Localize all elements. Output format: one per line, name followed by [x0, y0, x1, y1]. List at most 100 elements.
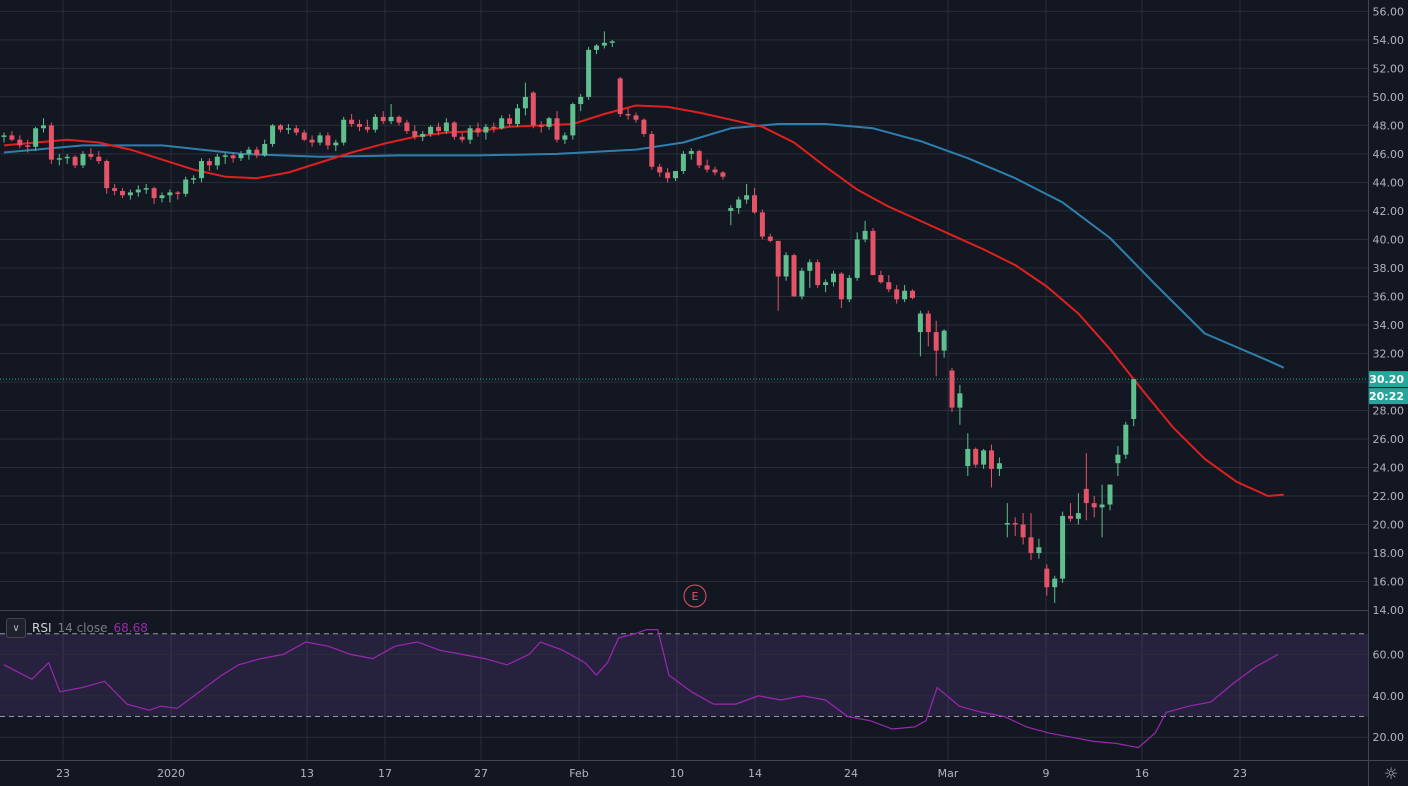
candle[interactable]	[222, 152, 228, 164]
candle[interactable]	[957, 384, 963, 425]
candle[interactable]	[325, 132, 331, 150]
candle[interactable]	[799, 267, 805, 300]
candle[interactable]	[41, 118, 46, 133]
candle[interactable]	[996, 457, 1002, 477]
candle[interactable]	[199, 158, 204, 183]
candle[interactable]	[112, 183, 118, 196]
candle[interactable]	[80, 151, 86, 169]
candle[interactable]	[167, 189, 173, 203]
candle[interactable]	[388, 104, 394, 124]
candle[interactable]	[933, 320, 939, 377]
candle[interactable]	[838, 272, 844, 308]
candle[interactable]	[633, 112, 639, 123]
candle[interactable]	[357, 119, 362, 132]
candle[interactable]	[1060, 511, 1066, 583]
candle[interactable]	[270, 123, 276, 147]
candle[interactable]	[191, 175, 197, 184]
candle[interactable]	[1099, 484, 1105, 538]
candle[interactable]	[886, 275, 892, 293]
candle[interactable]	[483, 123, 489, 140]
candle[interactable]	[609, 39, 615, 48]
candle[interactable]	[404, 119, 410, 134]
candle[interactable]	[507, 114, 513, 127]
candle[interactable]	[910, 289, 915, 300]
candle[interactable]	[562, 132, 568, 144]
candle[interactable]	[499, 115, 505, 130]
chart-settings-gear-icon[interactable]: ☼	[1383, 763, 1399, 783]
candle[interactable]	[254, 146, 260, 159]
candle[interactable]	[815, 259, 821, 288]
candle[interactable]	[570, 102, 576, 140]
candle[interactable]	[665, 168, 671, 183]
candle[interactable]	[246, 146, 252, 160]
candle[interactable]	[183, 176, 189, 197]
candle[interactable]	[1020, 513, 1026, 545]
candle[interactable]	[894, 285, 900, 304]
candlestick-series[interactable]	[1, 31, 1137, 603]
candle[interactable]	[965, 433, 971, 477]
candle[interactable]	[688, 148, 694, 160]
candle[interactable]	[1052, 575, 1058, 603]
candle[interactable]	[578, 94, 584, 112]
candle[interactable]	[56, 153, 62, 166]
candle[interactable]	[333, 139, 339, 152]
candle[interactable]	[530, 91, 536, 129]
candle[interactable]	[143, 183, 149, 194]
candle[interactable]	[88, 148, 94, 160]
candle[interactable]	[854, 232, 860, 281]
candle[interactable]	[459, 132, 465, 143]
candle[interactable]	[230, 152, 236, 163]
candle[interactable]	[214, 153, 220, 170]
candle[interactable]	[546, 116, 552, 130]
candle[interactable]	[736, 196, 742, 214]
candle[interactable]	[175, 190, 181, 200]
candle[interactable]	[491, 122, 497, 133]
candle[interactable]	[538, 121, 544, 133]
candle[interactable]	[364, 119, 370, 133]
candle[interactable]	[1107, 484, 1113, 511]
candle[interactable]	[159, 192, 165, 203]
candle[interactable]	[1131, 379, 1137, 427]
candle[interactable]	[64, 153, 70, 164]
candle[interactable]	[989, 444, 994, 488]
candle[interactable]	[680, 151, 686, 174]
candle[interactable]	[238, 151, 244, 162]
candle[interactable]	[1083, 453, 1089, 521]
candle[interactable]	[649, 131, 655, 170]
candle[interactable]	[120, 188, 125, 199]
candle[interactable]	[396, 115, 402, 126]
candle[interactable]	[1028, 513, 1034, 561]
candle[interactable]	[728, 205, 734, 226]
candle[interactable]	[641, 118, 647, 137]
candle[interactable]	[206, 158, 212, 172]
candle[interactable]	[1044, 564, 1050, 596]
candle[interactable]	[617, 76, 623, 117]
candle[interactable]	[949, 367, 955, 412]
earnings-marker[interactable]: E	[683, 584, 707, 608]
candle[interactable]	[33, 126, 39, 152]
candle[interactable]	[752, 188, 757, 214]
candle[interactable]	[420, 131, 426, 142]
candle[interactable]	[925, 310, 931, 347]
candle[interactable]	[380, 111, 386, 124]
candle[interactable]	[104, 159, 110, 194]
earnings-circle[interactable]	[683, 584, 707, 608]
candle[interactable]	[807, 259, 813, 288]
candle[interactable]	[151, 186, 157, 204]
candle[interactable]	[720, 171, 726, 180]
candle[interactable]	[902, 285, 908, 303]
candle[interactable]	[878, 270, 884, 284]
candle[interactable]	[783, 252, 789, 281]
candle[interactable]	[309, 135, 315, 147]
candle[interactable]	[870, 228, 876, 276]
candle[interactable]	[135, 185, 141, 197]
candle[interactable]	[1115, 446, 1121, 477]
candle[interactable]	[862, 220, 868, 243]
candle[interactable]	[586, 47, 592, 100]
candle[interactable]	[48, 122, 54, 164]
candle[interactable]	[1, 132, 7, 143]
candle[interactable]	[696, 149, 702, 169]
candle[interactable]	[973, 447, 979, 468]
candle[interactable]	[349, 114, 355, 127]
